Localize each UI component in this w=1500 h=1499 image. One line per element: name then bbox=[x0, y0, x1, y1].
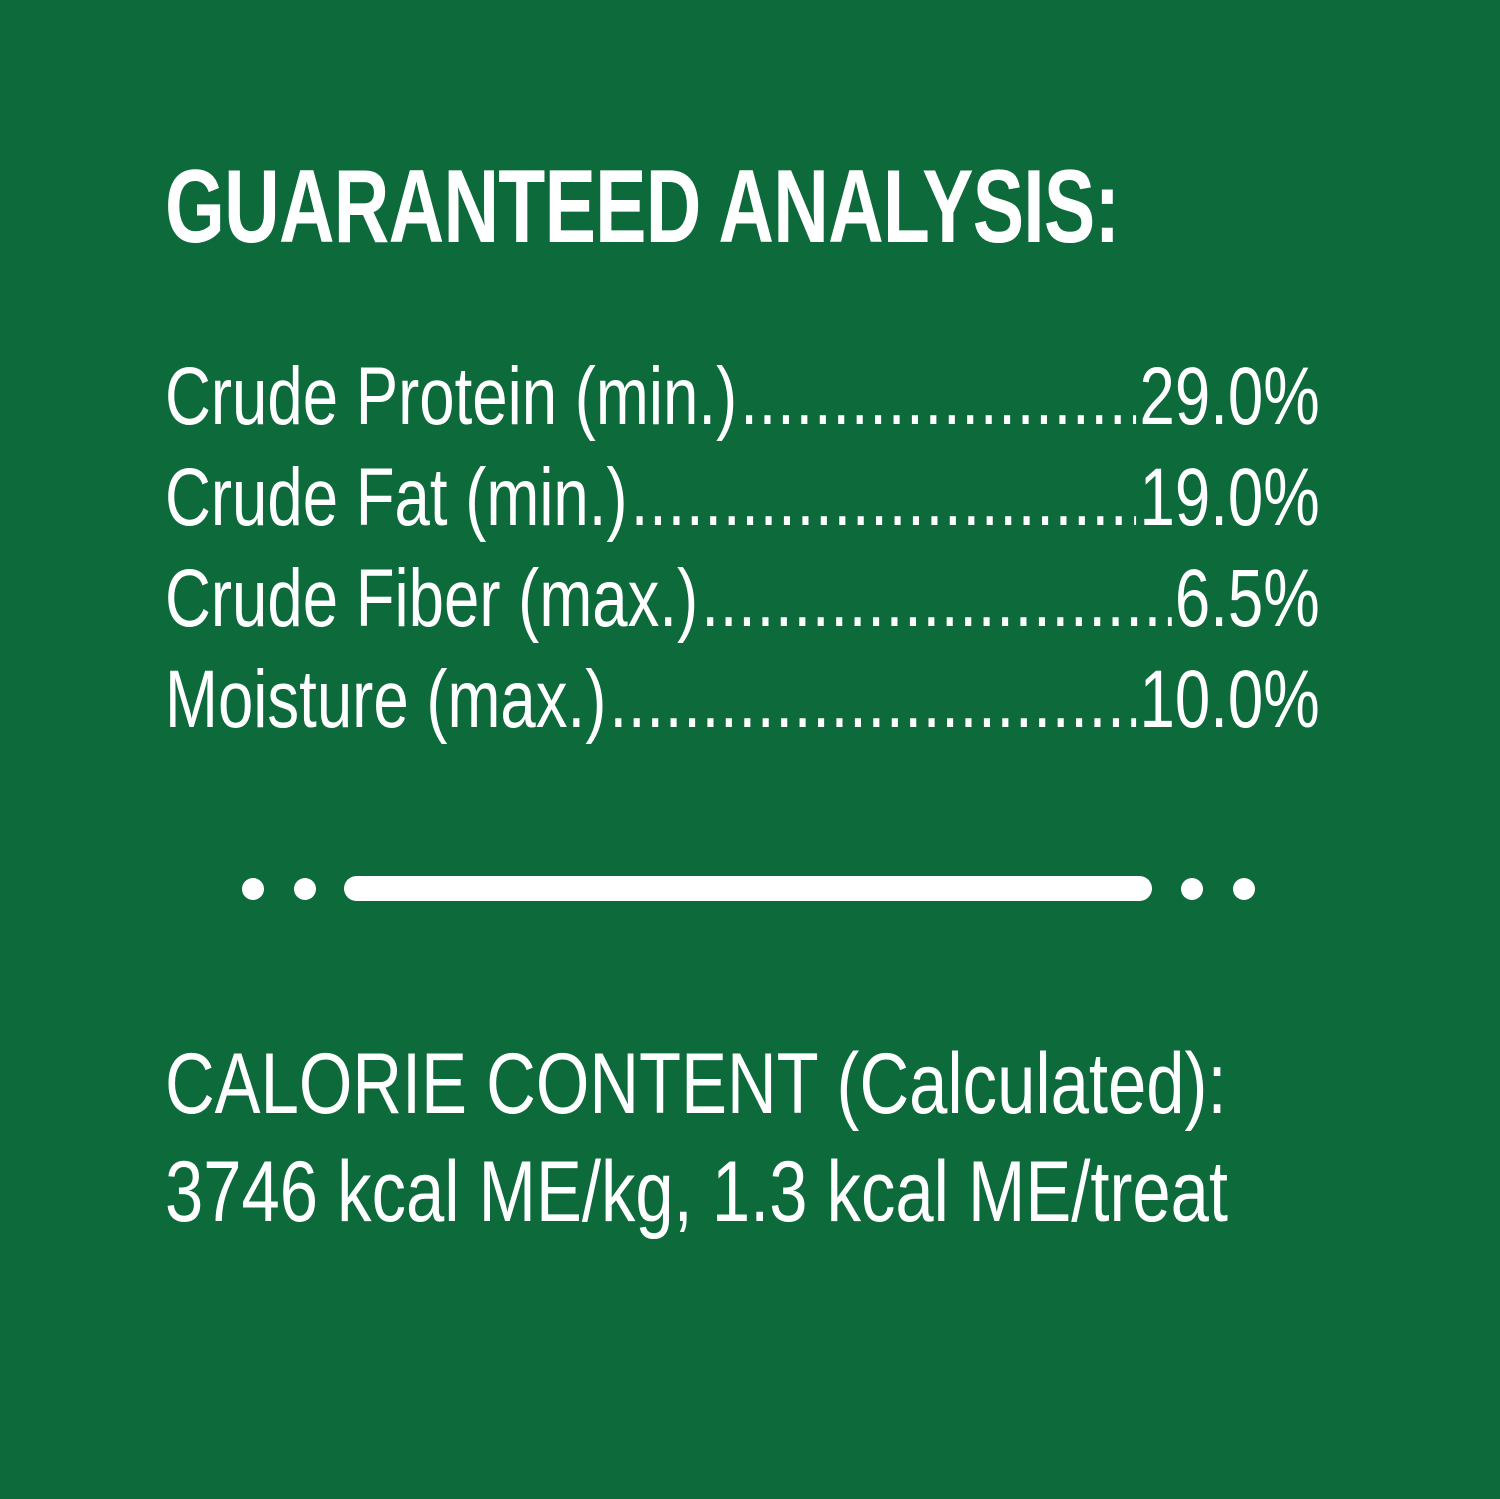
analysis-row: Crude Fat (min.) 19.0% bbox=[165, 451, 1320, 552]
divider-dot bbox=[294, 878, 316, 900]
dot-leader bbox=[740, 350, 1136, 444]
analysis-label: Crude Fat (min.) bbox=[165, 452, 628, 543]
analysis-value: 29.0% bbox=[1139, 351, 1320, 442]
analysis-value: 10.0% bbox=[1139, 654, 1320, 745]
calorie-heading: CALORIE CONTENT (Calculated): bbox=[165, 1036, 1227, 1132]
analysis-row: Moisture (max.) 10.0% bbox=[165, 653, 1320, 754]
dot-leader bbox=[609, 653, 1136, 747]
divider-dot bbox=[242, 878, 264, 900]
analysis-label: Moisture (max.) bbox=[165, 654, 607, 745]
calorie-content: CALORIE CONTENT (Calculated): 3746 kcal … bbox=[165, 1030, 1228, 1246]
analysis-value: 19.0% bbox=[1139, 452, 1320, 543]
divider-dot bbox=[1181, 878, 1203, 900]
analysis-label: Crude Fiber (max.) bbox=[165, 553, 699, 644]
calorie-value: 3746 kcal ME/kg, 1.3 kcal ME/treat bbox=[165, 1144, 1229, 1240]
divider-dot bbox=[1233, 878, 1255, 900]
analysis-row: Crude Protein (min.) 29.0% bbox=[165, 350, 1320, 451]
analysis-row: Crude Fiber (max.) 6.5% bbox=[165, 552, 1320, 653]
analysis-label: Crude Protein (min.) bbox=[165, 351, 738, 442]
divider-bar bbox=[344, 876, 1152, 901]
dot-leader bbox=[631, 451, 1137, 545]
analysis-list: Crude Protein (min.) 29.0% Crude Fat (mi… bbox=[165, 350, 1320, 754]
analysis-value: 6.5% bbox=[1174, 553, 1320, 644]
page-title: GUARANTEED ANALYSIS: bbox=[165, 149, 1120, 265]
dot-leader bbox=[701, 552, 1171, 646]
